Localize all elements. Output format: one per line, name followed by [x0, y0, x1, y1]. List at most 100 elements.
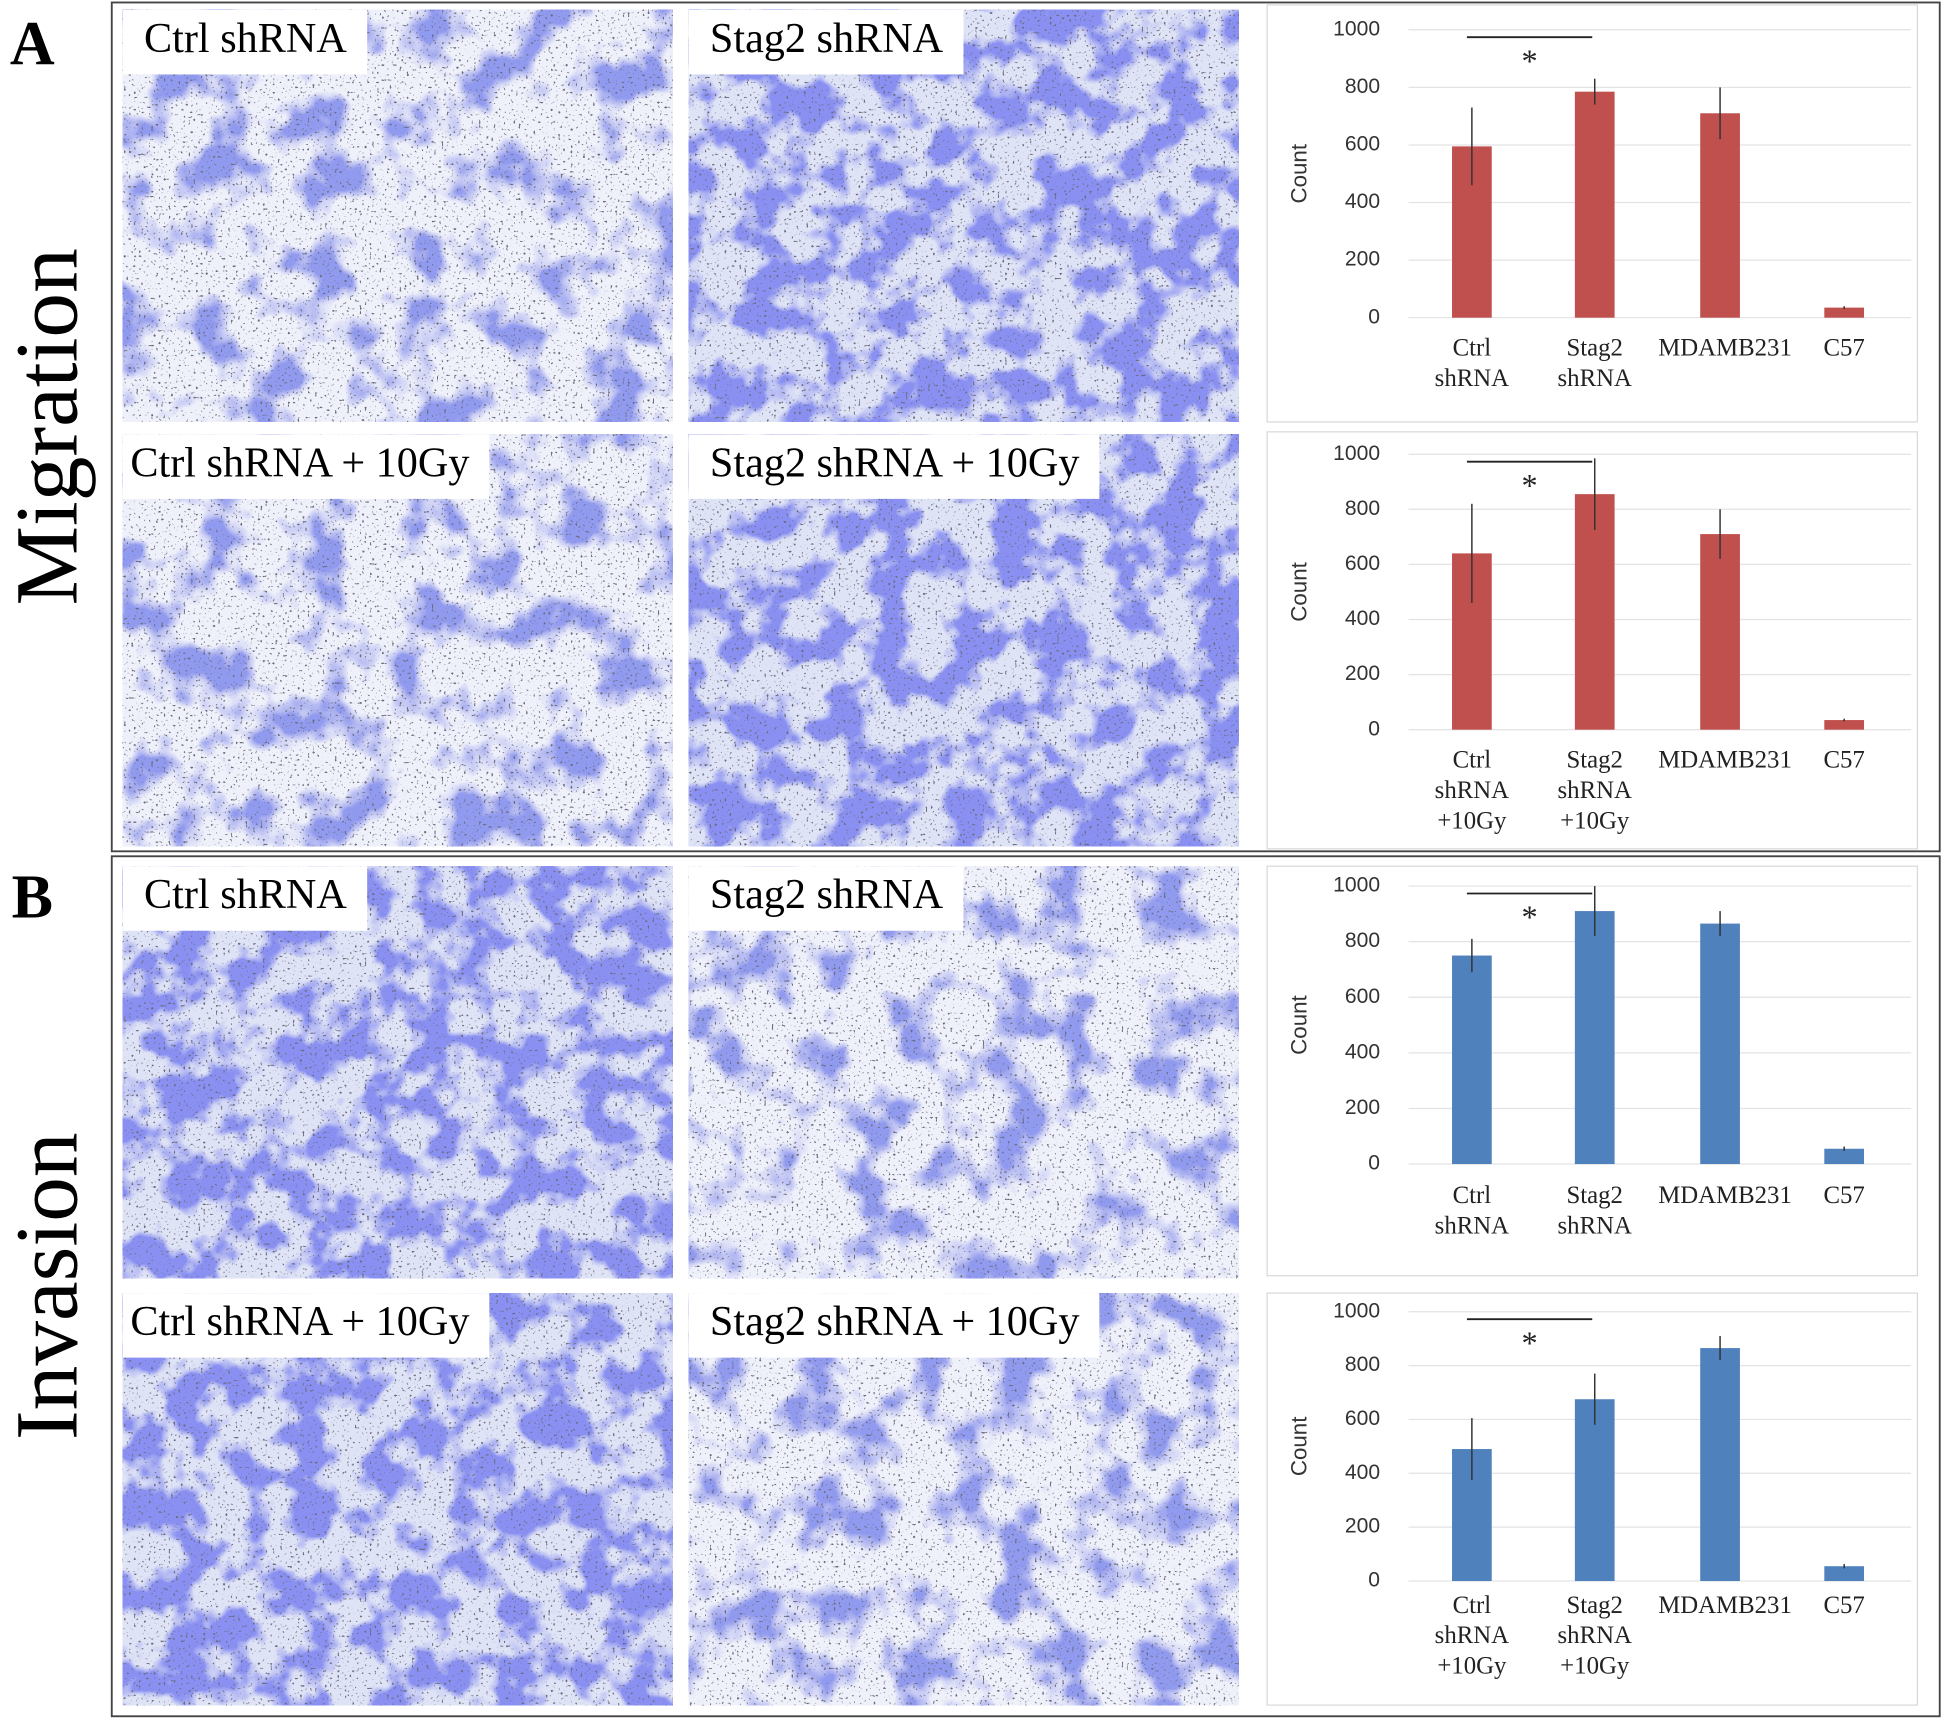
y-axis-label: Count [1287, 143, 1312, 203]
y-axis-label: Count [1287, 561, 1312, 621]
caption-box [688, 866, 964, 931]
side-label: Invasion [0, 1132, 96, 1440]
x-tick-label: Ctrl [1453, 1182, 1492, 1209]
bar [1824, 307, 1865, 318]
micrograph [688, 866, 1239, 1279]
micrograph [688, 1293, 1239, 1706]
caption-box [122, 9, 368, 75]
image-caption: Stag2 shRNA [710, 15, 944, 62]
y-tick-label: 0 [1368, 1569, 1380, 1592]
y-tick-label: 600 [1345, 552, 1380, 575]
y-tick-label: 800 [1345, 929, 1380, 952]
micrograph [688, 9, 1239, 422]
x-tick-label: C57 [1823, 747, 1864, 774]
y-tick-label: 1000 [1333, 442, 1380, 465]
panel-frame [110, 855, 1941, 1718]
image-caption: Ctrl shRNA + 10Gy [130, 1298, 469, 1345]
y-tick-label: 0 [1368, 717, 1380, 740]
x-tick-label: Ctrl [1453, 747, 1492, 774]
x-tick-label: MDAMB231 [1658, 1592, 1792, 1619]
x-tick-label: +10Gy [1560, 1653, 1630, 1680]
x-tick-label: shRNA [1435, 365, 1509, 392]
image-caption: Ctrl shRNA + 10Gy [130, 439, 469, 486]
x-tick-label: shRNA [1558, 1213, 1632, 1240]
bar [1824, 1566, 1865, 1582]
micrograph [688, 434, 1239, 847]
x-tick-label: shRNA [1558, 777, 1632, 804]
bar [1574, 911, 1615, 1165]
panel-label: B [12, 864, 53, 932]
significance-label: * [1522, 467, 1538, 503]
x-tick-label: C57 [1823, 1182, 1864, 1209]
y-tick-label: 600 [1345, 133, 1380, 156]
bar [1700, 1348, 1740, 1582]
bar [1574, 494, 1615, 730]
side-label: Migration [0, 248, 96, 605]
x-tick-label: +10Gy [1560, 807, 1630, 834]
x-tick-label: MDAMB231 [1658, 1182, 1792, 1209]
y-tick-label: 0 [1368, 305, 1380, 328]
x-tick-label: shRNA [1435, 1213, 1509, 1240]
x-tick-label: Stag2 [1566, 1182, 1622, 1209]
y-tick-label: 400 [1345, 607, 1380, 630]
y-tick-label: 600 [1345, 985, 1380, 1008]
x-tick-label: MDAMB231 [1658, 747, 1792, 774]
bar [1824, 720, 1865, 730]
y-tick-label: 800 [1345, 75, 1380, 98]
image-caption: Stag2 shRNA [710, 871, 944, 918]
y-tick-label: 800 [1345, 1353, 1380, 1376]
x-tick-label: shRNA [1435, 1622, 1509, 1649]
significance-label: * [1522, 899, 1538, 935]
image-caption: Stag2 shRNA + 10Gy [710, 1298, 1080, 1345]
bar [1700, 923, 1740, 1165]
y-tick-label: 400 [1345, 1040, 1380, 1063]
caption-box [122, 434, 490, 499]
y-tick-label: 200 [1345, 1515, 1380, 1538]
x-tick-label: Stag2 [1566, 747, 1622, 774]
bar [1700, 534, 1740, 730]
bar [1700, 113, 1740, 318]
significance-label: * [1522, 43, 1538, 79]
caption-box [122, 866, 368, 931]
y-tick-label: 1000 [1333, 1299, 1380, 1322]
y-tick-label: 800 [1345, 497, 1380, 520]
x-tick-label: Ctrl [1453, 335, 1492, 362]
caption-box [688, 9, 964, 75]
y-tick-label: 400 [1345, 1461, 1380, 1484]
x-tick-label: C57 [1823, 1592, 1864, 1619]
panel-label: A [10, 10, 55, 78]
y-tick-label: 200 [1345, 662, 1380, 685]
caption-box [688, 434, 1100, 499]
y-tick-label: 400 [1345, 190, 1380, 213]
y-tick-label: 200 [1345, 1096, 1380, 1119]
bar [1574, 91, 1615, 318]
image-caption: Ctrl shRNA [144, 871, 347, 918]
y-tick-label: 600 [1345, 1407, 1380, 1430]
x-tick-label: shRNA [1558, 365, 1632, 392]
x-tick-label: shRNA [1558, 1622, 1632, 1649]
x-tick-label: +10Gy [1437, 1653, 1507, 1680]
x-tick-label: MDAMB231 [1658, 335, 1792, 362]
y-axis-label: Count [1287, 1416, 1312, 1476]
bar [1824, 1148, 1865, 1165]
x-tick-label: shRNA [1435, 777, 1509, 804]
image-caption: Ctrl shRNA [144, 15, 347, 62]
x-tick-label: C57 [1823, 335, 1864, 362]
caption-box [122, 1293, 490, 1358]
x-tick-label: Stag2 [1566, 1592, 1622, 1619]
bar [1452, 955, 1492, 1165]
panel-frame [110, 1, 1941, 853]
image-caption: Stag2 shRNA + 10Gy [710, 439, 1080, 486]
significance-label: * [1522, 1325, 1538, 1361]
x-tick-label: Ctrl [1453, 1592, 1492, 1619]
bar [1574, 1399, 1615, 1582]
y-tick-label: 1000 [1333, 874, 1380, 897]
micrograph [122, 1293, 673, 1706]
micrograph [122, 866, 673, 1279]
y-tick-label: 200 [1345, 248, 1380, 271]
y-axis-label: Count [1287, 994, 1312, 1054]
caption-box [688, 1293, 1100, 1358]
micrograph [122, 9, 673, 422]
x-tick-label: +10Gy [1437, 807, 1507, 834]
